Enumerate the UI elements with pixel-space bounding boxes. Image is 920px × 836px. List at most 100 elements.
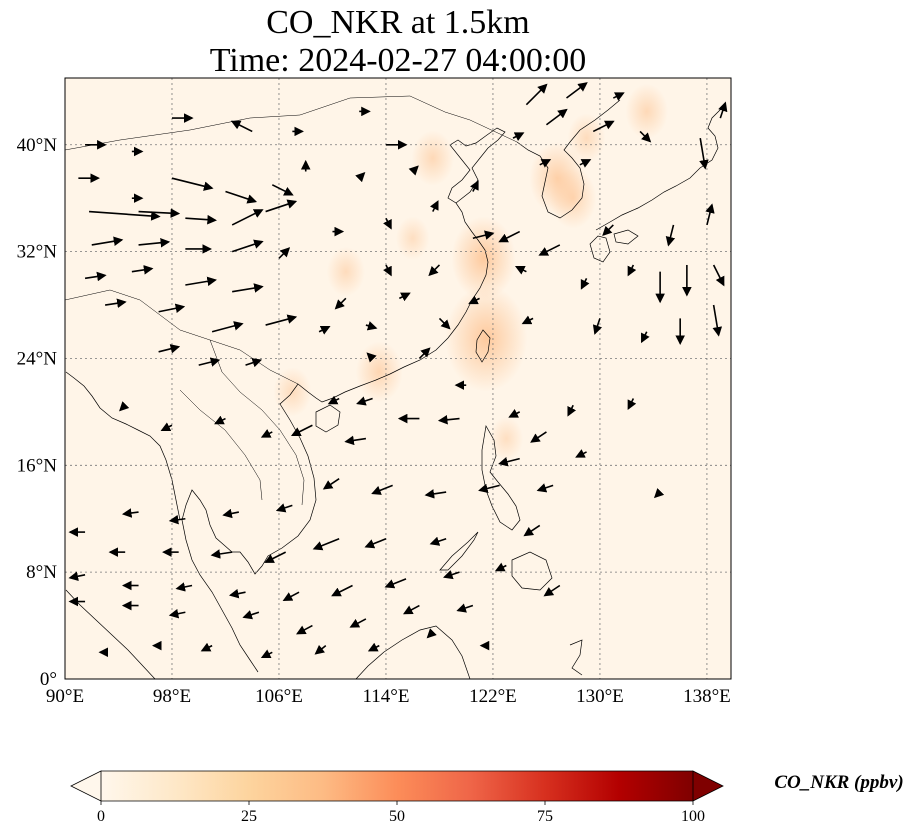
- wind-arrow: [530, 431, 547, 443]
- map-area: [65, 78, 731, 679]
- wind-arrow: [508, 409, 521, 418]
- wind-arrow: [424, 489, 447, 499]
- colorbar-extend-high: [692, 770, 724, 802]
- wind-arrow: [705, 203, 715, 226]
- wind-arrow: [232, 283, 264, 293]
- y-tick-label: 8°N: [26, 562, 57, 583]
- wind-arrow: [478, 483, 500, 494]
- wind-arrow: [242, 610, 260, 620]
- colorbar: 0 25 50 75 100 CO_NKR (ppbv): [70, 770, 904, 825]
- wind-arrow: [245, 358, 263, 368]
- colorbar-tick-label: 0: [97, 808, 105, 825]
- wind-arrow: [408, 165, 419, 176]
- wind-arrow: [211, 321, 244, 333]
- wind-arrow: [349, 618, 367, 628]
- x-tick-label: 114°E: [362, 686, 409, 707]
- wind-arrow: [334, 297, 347, 310]
- wind-arrow: [543, 584, 561, 597]
- wind-arrow: [566, 82, 588, 99]
- wind-arrow: [160, 422, 173, 431]
- wind-arrow: [428, 264, 441, 277]
- wind-arrow: [158, 303, 186, 313]
- hotspot: [411, 130, 454, 186]
- coastline-palawan: [439, 531, 479, 571]
- wind-arrow: [260, 429, 273, 438]
- x-tick-label: 138°E: [683, 686, 731, 707]
- wind-arrow: [498, 230, 521, 243]
- hotspot: [326, 246, 365, 297]
- x-axis-ticks: 90°E 98°E 106°E 114°E 122°E 130°E 138°E: [46, 686, 731, 707]
- wind-arrow: [105, 298, 127, 308]
- wind-arrow: [265, 199, 298, 213]
- wind-arrow: [168, 514, 186, 525]
- wind-arrow: [214, 415, 226, 425]
- wind-arrow: [536, 483, 554, 493]
- wind-arrow: [210, 549, 233, 559]
- wind-arrow: [264, 551, 287, 563]
- wind-arrow: [602, 224, 614, 237]
- wind-arrow: [494, 562, 507, 572]
- wind-arrow: [418, 347, 431, 360]
- colorbar-tick-label: 25: [241, 808, 257, 825]
- wind-arrow: [331, 584, 353, 597]
- wind-arrow: [498, 457, 520, 467]
- coastline-sumatra: [65, 589, 156, 679]
- wind-arrow: [443, 570, 460, 580]
- hotspot: [489, 416, 524, 461]
- coastline-borneo: [355, 625, 471, 679]
- wind-arrow: [592, 120, 615, 133]
- wind-arrow: [398, 292, 411, 302]
- border-china-south: [65, 289, 299, 385]
- y-tick-label: 32°N: [17, 242, 58, 263]
- coastline-mindanao: [511, 551, 553, 591]
- wind-arrow: [138, 208, 181, 218]
- y-tick-label: 24°N: [17, 348, 58, 369]
- wind-arrow: [641, 331, 650, 344]
- wind-arrow: [712, 304, 723, 337]
- wind-arrow: [426, 628, 437, 639]
- wind-arrow: [231, 209, 264, 226]
- x-tick-label: 130°E: [576, 686, 624, 707]
- wind-arrow: [579, 159, 592, 168]
- wind-arrow: [168, 608, 186, 619]
- wind-vectors: [68, 82, 728, 659]
- coastline-luzon: [481, 424, 521, 531]
- wind-arrow: [225, 190, 257, 204]
- wind-arrow: [456, 603, 474, 613]
- wind-arrow: [84, 271, 107, 282]
- wind-arrow: [295, 624, 313, 635]
- wind-arrow: [355, 172, 366, 183]
- coastline-indochina: [181, 383, 317, 673]
- wind-arrow: [371, 484, 393, 495]
- wind-arrow: [470, 180, 479, 192]
- colorbar-tick-label: 100: [681, 808, 705, 825]
- y-tick-label: 40°N: [17, 135, 58, 156]
- wind-arrow: [653, 487, 665, 499]
- y-axis-ticks: 0° 8°N 16°N 24°N 32°N 40°N: [17, 135, 58, 690]
- wind-arrow: [365, 321, 378, 331]
- coastline-korea: [516, 99, 621, 219]
- wind-arrow: [314, 644, 327, 655]
- wind-arrow: [158, 344, 181, 354]
- wind-arrow: [367, 642, 380, 652]
- colorbar-gradient: [101, 771, 693, 801]
- wind-arrow: [68, 571, 86, 581]
- hotspot: [445, 285, 528, 392]
- wind-arrow: [699, 137, 709, 170]
- wind-arrow: [89, 210, 161, 221]
- coastline-myanmar: [65, 371, 181, 521]
- wind-arrow: [222, 508, 240, 519]
- wind-arrow: [538, 244, 561, 256]
- wind-arrow: [312, 538, 340, 551]
- hotspot: [625, 83, 668, 139]
- coastline-japan-honshu: [595, 107, 723, 231]
- wind-arrow: [580, 277, 590, 290]
- wind-arrow: [131, 265, 154, 275]
- x-tick-label: 90°E: [46, 686, 84, 707]
- wind-arrow: [265, 314, 298, 326]
- coastline-japan-shikoku: [613, 229, 639, 245]
- wind-arrow: [575, 449, 587, 458]
- y-tick-label: 0°: [40, 669, 57, 690]
- wind-arrow: [356, 396, 373, 406]
- wind-arrow: [627, 398, 637, 410]
